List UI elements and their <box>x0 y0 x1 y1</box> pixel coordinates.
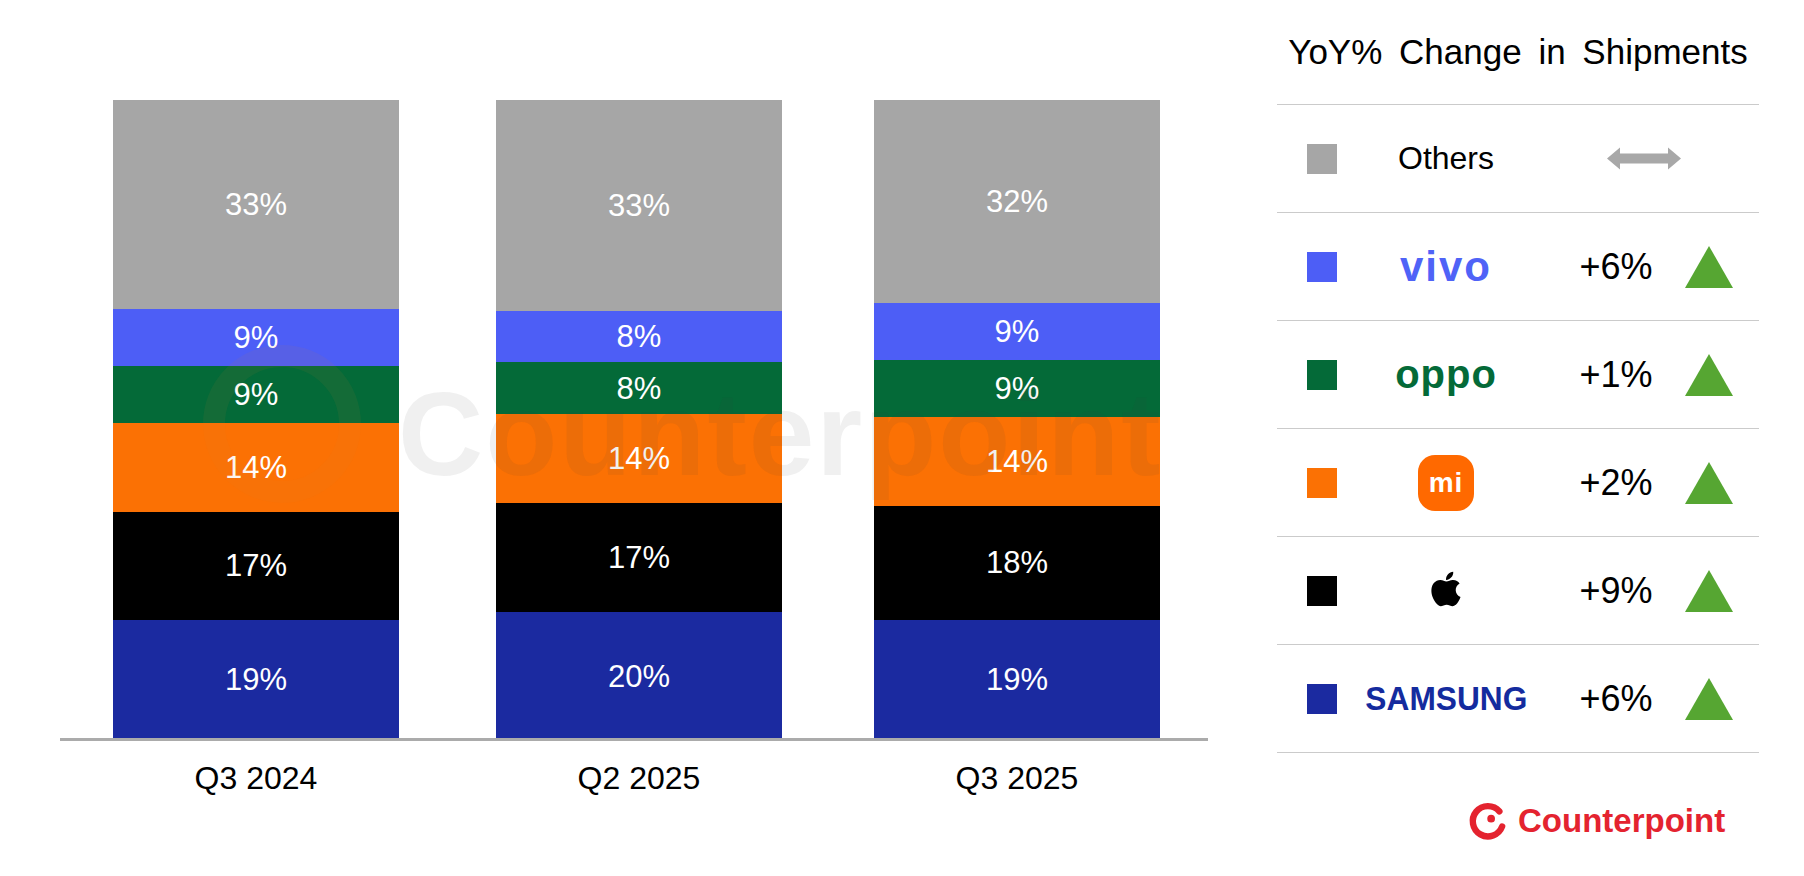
xiaomi-brand: mi <box>1337 455 1555 511</box>
legend-rows: Others vivo +6% oppo +1% mi +2% +9% SAMSUNG +6% <box>1277 104 1759 753</box>
apple-logo-icon <box>1423 564 1469 618</box>
segment-value-label: 20% <box>608 661 670 692</box>
oppo-yoy-change: +1% <box>1555 354 1677 396</box>
legend-row-others: Others <box>1277 104 1759 212</box>
legend-row-apple: +9% <box>1277 536 1759 644</box>
samsung-logo: SAMSUNG <box>1365 680 1527 718</box>
segment-others: 32% <box>874 100 1160 303</box>
segment-oppo: 9% <box>874 360 1160 417</box>
oppo-trend-cell <box>1677 354 1733 396</box>
vivo-brand: vivo <box>1337 243 1555 291</box>
segment-value-label: 8% <box>617 373 662 404</box>
stacked-bar-q3-2024: 33% 9% 9% 14% 17% 19% <box>113 100 399 740</box>
segment-value-label: 33% <box>225 189 287 220</box>
segment-value-label: 32% <box>986 186 1048 217</box>
x-axis-label: Q3 2025 <box>874 760 1160 797</box>
legend-row-oppo: oppo +1% <box>1277 320 1759 428</box>
segment-value-label: 18% <box>986 547 1048 578</box>
samsung-brand: SAMSUNG <box>1337 680 1555 718</box>
segment-others: 33% <box>113 100 399 309</box>
oppo-logo: oppo <box>1395 352 1497 397</box>
xiaomi-yoy-change: +2% <box>1555 462 1677 504</box>
vivo-color-swatch <box>1307 252 1337 282</box>
legend-row-xiaomi: mi +2% <box>1277 428 1759 536</box>
xiaomi-color-swatch <box>1307 468 1337 498</box>
stacked-bar-q2-2025: 33% 8% 8% 14% 17% 20% <box>496 100 782 740</box>
segment-others: 33% <box>496 100 782 311</box>
segment-oppo: 9% <box>113 366 399 423</box>
segment-value-label: 14% <box>608 443 670 474</box>
segment-samsung: 19% <box>874 620 1160 740</box>
segment-apple: 18% <box>874 506 1160 620</box>
segment-apple: 17% <box>113 512 399 620</box>
apple-color-swatch <box>1307 576 1337 606</box>
apple-brand <box>1337 564 1555 618</box>
xiaomi-mi-logo: mi <box>1418 455 1474 511</box>
samsung-color-swatch <box>1307 684 1337 714</box>
segment-samsung: 20% <box>496 612 782 740</box>
mi-logo-text: mi <box>1429 467 1464 499</box>
oppo-color-swatch <box>1307 360 1337 390</box>
up-triangle-icon <box>1685 246 1733 288</box>
segment-value-label: 14% <box>225 452 287 483</box>
segment-vivo: 9% <box>874 303 1160 360</box>
segment-xiaomi: 14% <box>874 417 1160 506</box>
counterpoint-logo-text: Counterpoint <box>1518 802 1725 840</box>
segment-value-label: 33% <box>608 190 670 221</box>
x-axis-label: Q3 2024 <box>113 760 399 797</box>
counterpoint-logo-mark <box>1465 798 1509 844</box>
segment-value-label: 9% <box>995 373 1040 404</box>
counterpoint-logo: Counterpoint <box>1465 798 1725 844</box>
vivo-trend-cell <box>1677 246 1733 288</box>
vivo-yoy-change: +6% <box>1555 246 1677 288</box>
vivo-logo: vivo <box>1400 243 1492 291</box>
segment-xiaomi: 14% <box>113 423 399 512</box>
segment-value-label: 8% <box>617 321 662 352</box>
segment-samsung: 19% <box>113 620 399 740</box>
up-triangle-icon <box>1685 354 1733 396</box>
up-triangle-icon <box>1685 678 1733 720</box>
others-color-swatch <box>1307 144 1337 174</box>
segment-value-label: 19% <box>225 664 287 695</box>
segment-vivo: 9% <box>113 309 399 366</box>
legend-row-vivo: vivo +6% <box>1277 212 1759 320</box>
segment-value-label: 9% <box>234 379 279 410</box>
legend-row-samsung: SAMSUNG +6% <box>1277 644 1759 752</box>
others-label: Others <box>1398 140 1494 177</box>
left-right-arrow-icon <box>1606 145 1682 172</box>
xiaomi-trend-cell <box>1677 462 1733 504</box>
others-brand: Others <box>1337 140 1555 177</box>
samsung-yoy-change: +6% <box>1555 678 1677 720</box>
segment-value-label: 9% <box>995 316 1040 347</box>
legend-title: YoY% Change in Shipments <box>1277 32 1759 72</box>
segment-value-label: 17% <box>225 550 287 581</box>
samsung-trend-cell <box>1677 678 1733 720</box>
segment-oppo: 8% <box>496 362 782 413</box>
x-axis-line <box>60 738 1208 741</box>
apple-yoy-change: +9% <box>1555 570 1677 612</box>
segment-value-label: 9% <box>234 322 279 353</box>
segment-vivo: 8% <box>496 311 782 362</box>
up-triangle-icon <box>1685 462 1733 504</box>
oppo-brand: oppo <box>1337 352 1555 397</box>
x-axis-label: Q2 2025 <box>496 760 782 797</box>
up-triangle-icon <box>1685 570 1733 612</box>
apple-trend-cell <box>1677 570 1733 612</box>
segment-value-label: 19% <box>986 664 1048 695</box>
stacked-bar-q3-2025: 32% 9% 9% 14% 18% 19% <box>874 100 1160 740</box>
infographic-canvas: Counterpoint 33% 9% 9% 14% 17% 19% 33% 8% 8% 14% 1… <box>0 0 1804 876</box>
segment-apple: 17% <box>496 503 782 612</box>
segment-xiaomi: 14% <box>496 414 782 504</box>
segment-value-label: 17% <box>608 542 670 573</box>
flat-change-cell <box>1555 145 1733 172</box>
segment-value-label: 14% <box>986 446 1048 477</box>
